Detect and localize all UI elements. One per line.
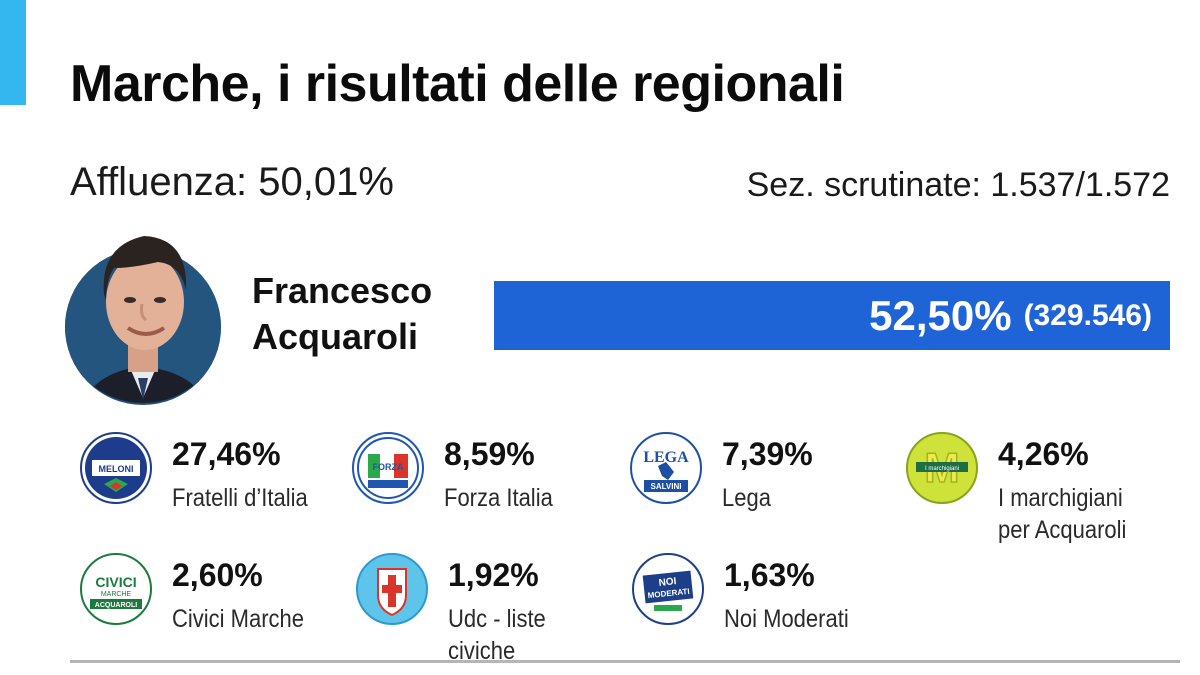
party-percent: 1,92% (448, 557, 539, 593)
svg-text:CIVICI: CIVICI (95, 574, 136, 590)
party-percent: 27,46% (172, 436, 281, 472)
candidate-photo (62, 228, 224, 408)
party-percent: 4,26% (998, 436, 1089, 472)
turnout-label: Affluenza: 50,01% (70, 160, 394, 204)
party-noi-moderati: NOI MODERATI 1,63% Noi Moderati (632, 553, 892, 663)
sections-counted-label: Sez. scrutinate: 1.537/1.572 (746, 166, 1170, 204)
page-title: Marche, i risultati delle regionali (70, 55, 845, 113)
svg-text:I marchigiani: I marchigiani (925, 466, 959, 472)
udc-logo-icon (356, 553, 428, 625)
noi-moderati-logo-icon: NOI MODERATI (632, 553, 704, 625)
party-percent: 1,63% (724, 557, 815, 593)
lega-logo-icon: LEGA SALVINI (630, 432, 702, 504)
party-name: Lega (722, 484, 771, 512)
accent-bar (0, 0, 26, 105)
svg-text:ACQUAROLI: ACQUAROLI (95, 602, 137, 609)
bottom-divider (70, 660, 1180, 663)
party-civici-marche: CIVICI MARCHE ACQUAROLI 2,60% Civici Mar… (80, 553, 340, 663)
party-name: I marchigiani per Acquaroli (998, 484, 1127, 544)
party-name: Forza Italia (444, 484, 553, 512)
svg-text:NOI: NOI (658, 576, 677, 589)
candidate-first-name: Francesco (252, 270, 433, 311)
marchigiani-logo-icon: M I marchigiani (906, 432, 978, 504)
party-name: Civici Marche (172, 605, 305, 633)
candidate-votes: (329.546) (1023, 298, 1152, 332)
civici-marche-logo-icon: CIVICI MARCHE ACQUAROLI (80, 553, 152, 625)
candidate-percent: 52,50% (869, 291, 1012, 339)
party-percent: 8,59% (444, 436, 535, 472)
candidate-bar-label: 52,50% (329.546) (869, 281, 1152, 350)
party-name: Udc - liste civiche (448, 605, 546, 665)
party-udc: 1,92% Udc - liste civiche (356, 553, 616, 665)
fratelli-italia-logo-icon: MELONI (80, 432, 152, 504)
party-percent: 7,39% (722, 436, 813, 472)
svg-text:SALVINI: SALVINI (651, 482, 682, 491)
party-name: Noi Moderati (724, 605, 849, 633)
party-name: Fratelli d’Italia (172, 484, 308, 512)
candidate-result-bar: 52,50% (329.546) (494, 281, 1170, 350)
svg-text:FORZA: FORZA (373, 462, 404, 472)
party-forza-italia: FORZA 8,59% Forza Italia (352, 432, 612, 542)
candidate-last-name: Acquaroli (252, 316, 419, 357)
party-fratelli-italia: MELONI 27,46% Fratelli d’Italia (80, 432, 340, 542)
party-marchigiani: M I marchigiani 4,26% I marchigiani per … (906, 432, 1166, 544)
svg-text:MELONI: MELONI (99, 464, 134, 474)
svg-text:MODERATI: MODERATI (647, 587, 690, 600)
candidate-name: Francesco Acquaroli (252, 268, 432, 360)
candidate-bar-fill (494, 281, 1170, 350)
svg-text:LEGA: LEGA (643, 449, 689, 466)
party-percent: 2,60% (172, 557, 263, 593)
svg-text:MARCHE: MARCHE (101, 591, 132, 598)
party-lega: LEGA SALVINI 7,39% Lega (630, 432, 890, 542)
forza-italia-logo-icon: FORZA (352, 432, 424, 504)
